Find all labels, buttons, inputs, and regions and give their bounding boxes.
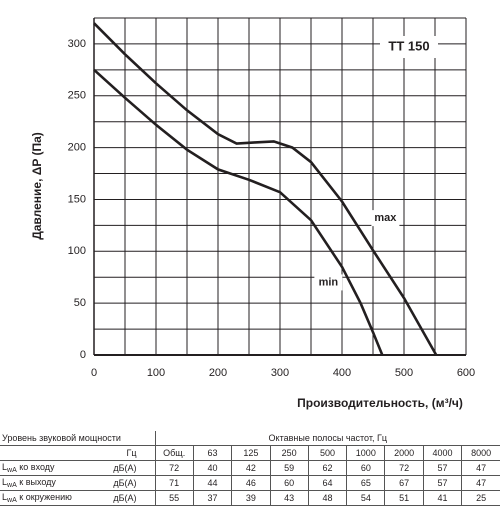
column-header: Общ. — [154, 445, 194, 461]
y-tick-label: 100 — [68, 245, 86, 257]
label-symbol: L — [2, 477, 8, 487]
table-value: 25 — [461, 490, 500, 506]
table-value: 55 — [154, 490, 194, 506]
column-header: 4000 — [422, 445, 462, 461]
label-bg — [371, 210, 400, 227]
label-bg — [314, 274, 343, 291]
table-value: 40 — [192, 460, 232, 476]
label-subscript: wA — [7, 497, 17, 504]
table-value: 60 — [346, 460, 385, 476]
table-value: 54 — [346, 490, 385, 506]
row-label: LwA к окружению — [0, 490, 100, 506]
table-value: 47 — [461, 460, 500, 476]
table-columns-row: Гц Общ. 63 125 250 500 1000 2000 4000 8000 — [0, 445, 500, 461]
table-value: 65 — [346, 475, 385, 491]
table-value: 48 — [307, 490, 347, 506]
row-unit: дБ(А) — [100, 475, 156, 491]
x-tick-label: 0 — [91, 367, 97, 379]
table-value: 41 — [422, 490, 462, 506]
y-tick-label: 150 — [68, 193, 86, 205]
table-value: 44 — [192, 475, 232, 491]
y-tick-label: 50 — [74, 297, 86, 309]
header-cell: Уровень звуковой мощности — [0, 431, 156, 446]
column-header: 125 — [231, 445, 270, 461]
table-header-row: Уровень звуковой мощности Октавные полосы… — [0, 431, 500, 446]
table-value: 46 — [231, 475, 270, 491]
series-label: max — [374, 212, 397, 224]
table-value: 37 — [192, 490, 232, 506]
table-row: LwA к окружению дБ(А) 55 37 39 43 48 54 51 41 25 — [0, 490, 500, 506]
y-tick-label: 0 — [80, 349, 86, 361]
x-tick-label: 300 — [271, 367, 289, 379]
series-label: min — [319, 276, 339, 288]
label-text: к окружению — [19, 492, 72, 502]
x-tick-label: 500 — [395, 367, 413, 379]
table-value: 57 — [422, 460, 462, 476]
x-tick-label: 200 — [209, 367, 227, 379]
table-value: 60 — [269, 475, 309, 491]
table-value: 62 — [307, 460, 347, 476]
table-row: LwA к выходу дБ(А) 71 44 46 60 64 65 67 57 47 — [0, 475, 500, 491]
label-text: к выходу — [19, 477, 56, 487]
chart-title: TT 150 — [388, 38, 429, 53]
table-row: LwA ко входу дБ(А) 72 40 42 59 62 60 72 57 47 — [0, 460, 500, 476]
table-value: 47 — [461, 475, 500, 491]
row-unit: дБ(А) — [100, 490, 156, 506]
label-text: ко входу — [19, 462, 55, 472]
table-value: 64 — [307, 475, 347, 491]
column-header: 250 — [269, 445, 309, 461]
series-line — [93, 68, 384, 356]
label-symbol: L — [2, 492, 8, 502]
label-symbol: L — [2, 462, 8, 472]
table-value: 57 — [422, 475, 462, 491]
column-header: 63 — [192, 445, 232, 461]
table-value: 51 — [384, 490, 424, 506]
column-header: 8000 — [461, 445, 500, 461]
table-value: 59 — [269, 460, 309, 476]
column-header: 500 — [307, 445, 347, 461]
x-tick-label: 400 — [333, 367, 351, 379]
table-value: 67 — [384, 475, 424, 491]
x-axis-label: Производительность, (м³/ч) — [297, 396, 463, 410]
y-tick-label: 200 — [68, 142, 86, 154]
row-unit: дБ(А) — [100, 460, 156, 476]
y-tick-label: 300 — [68, 38, 86, 50]
x-tick-label: 100 — [147, 367, 165, 379]
header-cell: Октавные полосы частот, Гц — [154, 431, 500, 446]
x-tick-label: 600 — [457, 367, 475, 379]
row-label: LwA ко входу — [0, 460, 100, 476]
column-header: 2000 — [384, 445, 424, 461]
label-subscript: wA — [7, 467, 17, 474]
table-value: 71 — [154, 475, 194, 491]
table-value: 72 — [384, 460, 424, 476]
chart: Давление, ΔP (Па) Производительность, (м… — [30, 17, 475, 410]
unit-header: Гц — [100, 445, 156, 461]
column-header: 1000 — [346, 445, 385, 461]
row-label: LwA к выходу — [0, 475, 100, 491]
y-tick-label: 250 — [68, 90, 86, 102]
table-value: 42 — [231, 460, 270, 476]
title-box — [380, 36, 438, 58]
y-axis-label: Давление, ΔP (Па) — [30, 132, 44, 240]
table-value: 39 — [231, 490, 270, 506]
empty-cell — [0, 445, 100, 461]
series-line — [93, 22, 438, 356]
table-value: 72 — [154, 460, 194, 476]
sound-table: Уровень звуковой мощности Октавные полосы… — [0, 431, 500, 506]
label-subscript: wA — [7, 482, 17, 489]
table-value: 43 — [269, 490, 309, 506]
